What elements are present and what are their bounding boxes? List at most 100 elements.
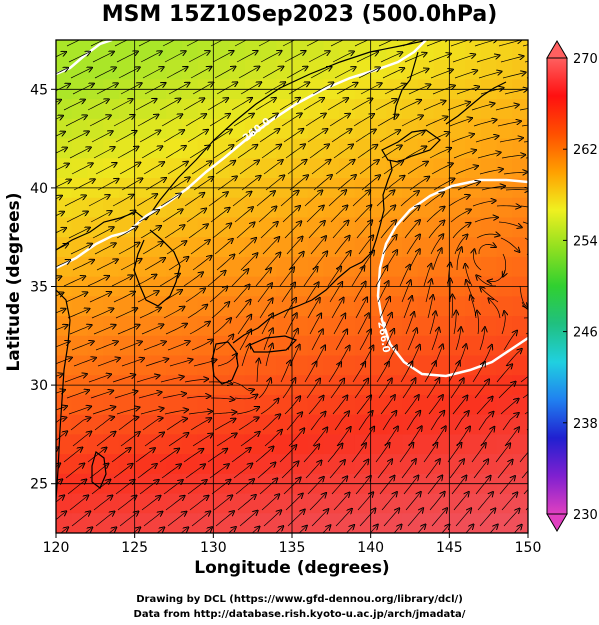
- field-cell: [213, 237, 230, 258]
- streamline: [185, 465, 204, 479]
- streamline: [351, 444, 365, 463]
- streamline: [211, 480, 230, 495]
- streamline: [228, 528, 235, 533]
- streamline: [425, 117, 447, 127]
- field-cell: [71, 493, 89, 514]
- streamline: [233, 285, 249, 303]
- streamline: [303, 445, 319, 463]
- streamline: [500, 56, 523, 63]
- field-cell: [260, 237, 277, 258]
- field-cell: [244, 40, 262, 61]
- field-cell: [166, 59, 183, 81]
- field-cell: [370, 513, 387, 533]
- streamline: [496, 206, 519, 207]
- streamline: [284, 51, 305, 63]
- streamline: [453, 493, 468, 511]
- field-cell: [480, 414, 498, 435]
- field-cell: [87, 59, 104, 81]
- streamline: [455, 328, 461, 351]
- field-cell: [150, 256, 167, 278]
- streamline: [232, 381, 253, 391]
- streamline: [136, 376, 159, 383]
- streamline: [138, 40, 159, 47]
- streamline: [431, 329, 439, 351]
- coast-japan-shikoku: [249, 335, 298, 353]
- field-cell: [229, 454, 246, 475]
- streamline: [71, 164, 92, 175]
- y-tick-label: 25: [30, 477, 48, 493]
- field-cell: [465, 513, 482, 533]
- field-cell: [339, 197, 356, 219]
- streamline: [73, 180, 94, 191]
- field-cell: [292, 197, 309, 219]
- field-cell: [197, 355, 214, 376]
- streamline: [156, 528, 164, 533]
- field-cell: [229, 217, 246, 238]
- streamline: [91, 309, 113, 319]
- streamline: [186, 396, 209, 398]
- streamline: [69, 496, 88, 511]
- streamline: [499, 477, 514, 495]
- streamline: [56, 68, 67, 74]
- streamline: [142, 418, 162, 431]
- streamline: [119, 512, 138, 527]
- streamline: [403, 297, 412, 319]
- streamline: [117, 496, 136, 511]
- field-cell: [213, 513, 230, 533]
- field-cell: [386, 197, 403, 219]
- streamline: [56, 374, 62, 382]
- field-cell: [276, 296, 293, 317]
- field-cell: [150, 355, 167, 376]
- streamline: [265, 345, 272, 367]
- streamline: [335, 160, 354, 175]
- streamline: [526, 77, 528, 79]
- field-cell: [260, 217, 277, 238]
- field-cell: [229, 197, 246, 219]
- field-cell: [323, 394, 340, 416]
- field-cell: [292, 394, 309, 416]
- streamline: [90, 212, 111, 223]
- streamline: [56, 100, 60, 110]
- streamline: [56, 480, 62, 485]
- field-cell: [417, 394, 435, 416]
- streamline: [309, 494, 325, 511]
- streamline: [527, 349, 528, 350]
- streamline: [216, 83, 236, 95]
- field-cell: [292, 59, 309, 81]
- field-cell: [354, 99, 372, 120]
- streamline: [428, 221, 444, 239]
- streamline: [97, 179, 118, 191]
- streamline: [139, 481, 158, 495]
- streamline: [529, 429, 543, 446]
- field-cell: [260, 40, 277, 61]
- streamline: [329, 114, 349, 127]
- streamline: [307, 478, 323, 495]
- field-cell: [323, 335, 340, 357]
- field-cell: [118, 138, 136, 159]
- streamline: [67, 309, 89, 319]
- streamline: [236, 51, 257, 63]
- streamline: [56, 196, 61, 206]
- streamline: [118, 68, 139, 79]
- streamline: [369, 525, 377, 533]
- field-cell: [166, 296, 183, 317]
- field-cell: [103, 296, 120, 317]
- field-cell: [292, 158, 309, 179]
- streamline: [407, 329, 416, 351]
- streamline: [260, 223, 277, 239]
- isotherm-266-label: 266.0: [375, 321, 391, 354]
- streamline: [334, 237, 349, 255]
- streamline: [234, 40, 255, 47]
- streamline: [335, 510, 351, 527]
- streamline: [210, 208, 229, 223]
- streamline: [501, 312, 505, 335]
- streamline: [67, 480, 86, 495]
- streamline: [283, 478, 300, 495]
- streamline: [285, 494, 302, 511]
- field-cell: [260, 59, 277, 81]
- field-cell: [339, 316, 356, 337]
- streamline: [523, 488, 528, 495]
- streamline: [307, 130, 327, 143]
- field-cell: [71, 434, 89, 455]
- field-cell: [276, 414, 293, 435]
